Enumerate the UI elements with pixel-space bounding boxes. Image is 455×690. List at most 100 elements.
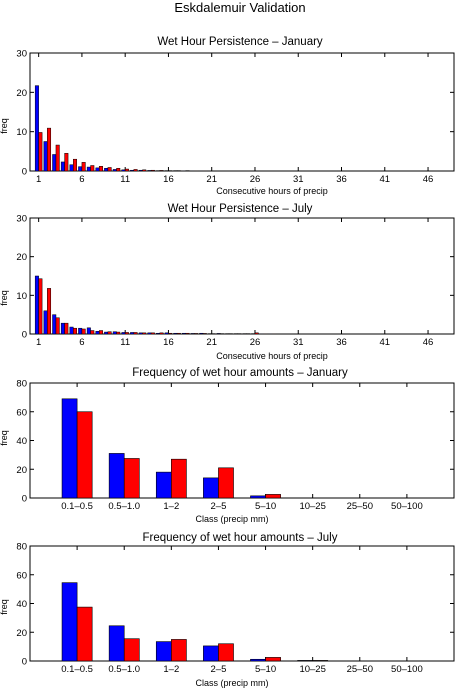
x-tick-label: 46 [423, 174, 434, 185]
bar-series-1 [138, 169, 143, 172]
x-tick-label: 50–100 [391, 664, 423, 675]
x-tick-label: 0.1–0.5 [61, 664, 93, 675]
bar-series-1 [95, 167, 100, 172]
x-tick-label: 10–25 [299, 501, 325, 512]
bar-series-2 [159, 170, 164, 172]
x-tick-label: 6 [79, 337, 84, 348]
bar-series-1 [78, 327, 83, 335]
bar-series-2 [312, 660, 329, 662]
bar-series-1 [297, 660, 313, 662]
bar-series-2 [265, 657, 281, 662]
bar-series-1 [155, 641, 172, 662]
x-tick-label: 0.5–1.0 [108, 501, 140, 512]
bar-series-2 [107, 331, 112, 335]
bar-series-1 [250, 658, 266, 662]
bar-series-1 [104, 331, 109, 335]
panel-title: Wet Hour Persistence – January [157, 36, 323, 48]
figure-title: Eskdalemuir Validation [174, 0, 305, 15]
bar-series-2 [176, 332, 181, 335]
x-tick-label: 0.5–1.0 [108, 664, 140, 675]
bar-series-2 [185, 332, 190, 335]
x-axis-label: Class (precip mm) [195, 514, 268, 524]
bar-series-2 [81, 162, 86, 172]
x-tick-label: 21 [206, 174, 217, 185]
bar-series-2 [218, 643, 234, 662]
bar-series-2 [90, 330, 95, 335]
bar-series-2 [171, 458, 187, 499]
x-tick-label: 26 [250, 337, 261, 348]
y-tick-label: 0 [22, 494, 27, 505]
bar-series-1 [78, 166, 83, 172]
panel-amounts-january: Frequency of wet hour amounts – January … [0, 367, 455, 524]
bar-series-1 [112, 169, 117, 172]
x-tick-label: 0.1–0.5 [61, 501, 93, 512]
bar-series-2 [150, 169, 155, 172]
bar-series-2 [123, 638, 140, 662]
bar-series-1 [250, 495, 266, 499]
x-tick-label: 46 [423, 337, 434, 348]
bar-series-2 [90, 165, 95, 172]
bar-series-2 [98, 330, 103, 335]
bar-series-2 [133, 332, 138, 335]
bar-series-1 [52, 314, 57, 335]
y-axis-label: freq [0, 599, 9, 615]
bar-series-2 [116, 331, 121, 335]
panel-title: Wet Hour Persistence – July [168, 203, 313, 215]
bar-series-2 [64, 153, 69, 172]
y-tick-label: 40 [16, 599, 27, 610]
y-tick-label: 20 [16, 465, 27, 476]
bar-series-1 [173, 332, 178, 335]
panel-persistence-january: Wet Hour Persistence – January Consecuti… [0, 36, 455, 196]
bar-series-2 [55, 144, 60, 172]
y-tick-label: 0 [22, 330, 27, 341]
bar-series-1 [130, 332, 135, 335]
bar-series-2 [133, 169, 138, 172]
bar-series-1 [138, 332, 143, 335]
y-tick-label: 0 [22, 167, 27, 178]
bar-series-2 [47, 288, 52, 335]
bar-series-1 [60, 161, 65, 172]
x-tick-label: 31 [293, 337, 304, 348]
y-axis-label: freq [0, 290, 9, 306]
bar-series-2 [159, 332, 164, 335]
bar-series-1 [108, 453, 125, 499]
bar-series-1 [112, 331, 117, 335]
bar-series-1 [52, 154, 57, 172]
x-tick-label: 6 [79, 174, 84, 185]
bar-series-2 [124, 332, 129, 335]
x-tick-label: 1–2 [163, 501, 179, 512]
x-tick-label: 50–100 [391, 501, 423, 512]
x-tick-label: 21 [206, 337, 217, 348]
bar-series-2 [107, 167, 112, 172]
bar-series-1 [121, 169, 126, 172]
y-tick-label: 80 [16, 542, 27, 553]
bar-series-2 [142, 169, 147, 172]
bar-series-1 [121, 332, 126, 335]
bar-series-2 [124, 168, 129, 172]
panel-persistence-july: Wet Hour Persistence – July Consecutive … [0, 203, 455, 361]
x-tick-label: 25–50 [347, 501, 373, 512]
bar-series-2 [254, 332, 259, 335]
y-tick-label: 60 [16, 407, 27, 418]
x-tick-label: 2–5 [211, 664, 227, 675]
bar-series-1 [199, 332, 204, 335]
bar-series-1 [43, 141, 48, 172]
bar-series-2 [142, 332, 147, 335]
bar-series-1 [216, 333, 221, 335]
bar-series-2 [73, 158, 77, 172]
bar-series-2 [38, 132, 43, 172]
bar-series-2 [265, 494, 281, 499]
y-tick-label: 20 [16, 252, 27, 263]
panel-title: Frequency of wet hour amounts – January [132, 367, 348, 379]
bar-series-1 [86, 166, 91, 172]
bar-series-2 [47, 127, 52, 172]
bar-series-1 [147, 170, 152, 172]
x-tick-label: 41 [379, 337, 390, 348]
bar-series-1 [108, 625, 125, 662]
y-tick-label: 30 [16, 214, 27, 225]
bar-series-1 [190, 333, 195, 335]
bar-series-1 [34, 275, 39, 335]
bar-series-1 [69, 326, 74, 335]
bar-series-1 [203, 645, 219, 662]
